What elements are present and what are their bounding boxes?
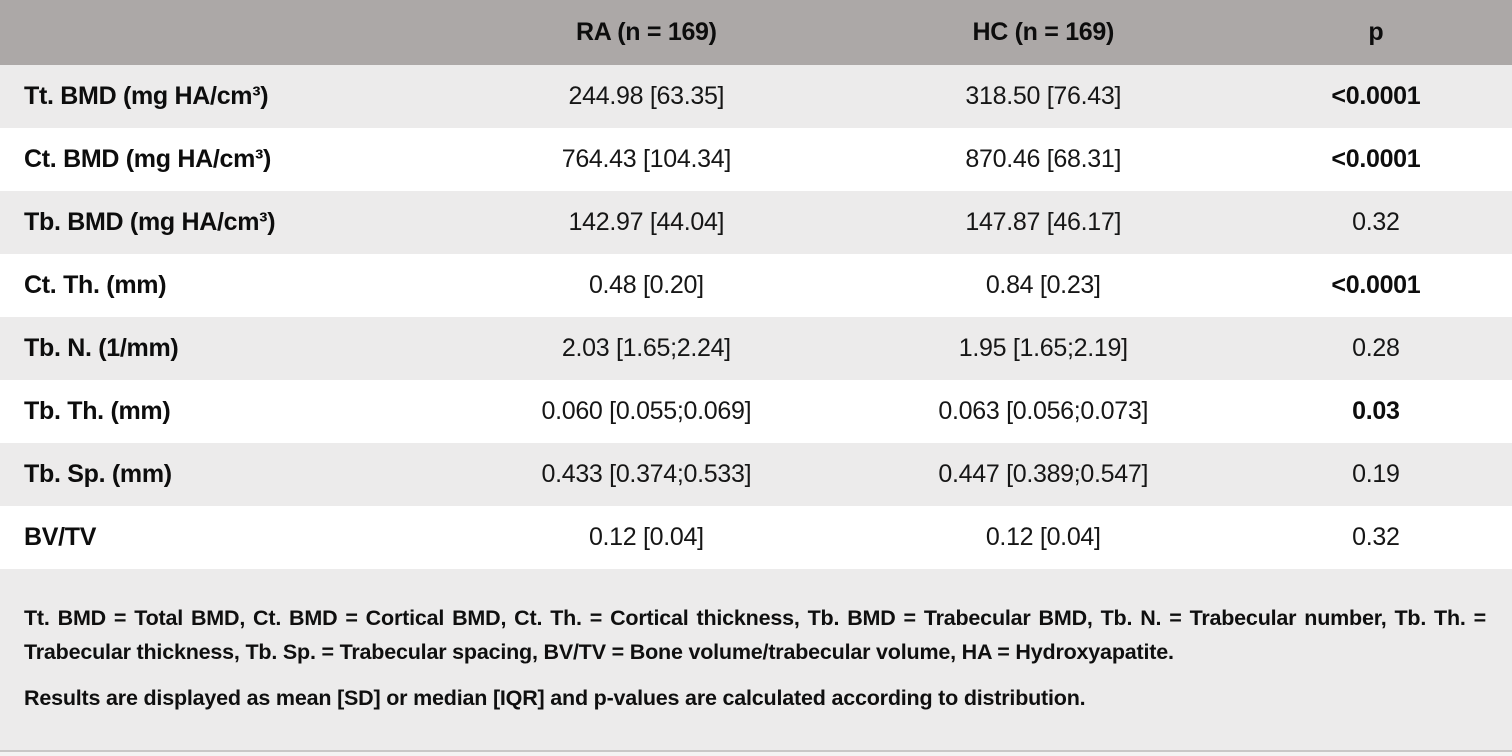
table-row: BV/TV 0.12 [0.04] 0.12 [0.04] 0.32 xyxy=(0,506,1512,569)
hc-value: 0.447 [0.389;0.547] xyxy=(938,460,1149,488)
table-footnotes: Tt. BMD = Total BMD, Ct. BMD = Cortical … xyxy=(0,569,1512,752)
bottom-edge-strip xyxy=(0,752,1512,756)
table-row: Tb. N. (1/mm) 2.03 [1.65;2.24] 1.95 [1.65;… xyxy=(0,317,1512,380)
table-row: Tb. Th. (mm) 0.060 [0.055;0.069] 0.063 [0.… xyxy=(0,380,1512,443)
table-row: Tb. Sp. (mm) 0.433 [0.374;0.533] 0.447 [0.… xyxy=(0,443,1512,506)
header-row: RA (n = 169) HC (n = 169) p xyxy=(0,0,1512,65)
parameter-label: Tb. Sp. (mm) xyxy=(24,460,172,488)
ra-value: 0.48 [0.20] xyxy=(588,271,704,299)
parameter-label: Ct. BMD (mg HA/cm³) xyxy=(24,145,272,173)
ra-value: 0.433 [0.374;0.533] xyxy=(541,460,752,488)
ra-value: 2.03 [1.65;2.24] xyxy=(561,334,731,362)
bone-parameters-table: RA (n = 169) HC (n = 169) p Tt. BMD (mg … xyxy=(0,0,1512,569)
parameter-label: BV/TV xyxy=(24,523,97,551)
table-row: Tb. BMD (mg HA/cm³) 142.97 [44.04] 147.87 … xyxy=(0,191,1512,254)
p-value: <0.0001 xyxy=(1331,271,1421,299)
ra-value: 0.12 [0.04] xyxy=(588,523,704,551)
ra-value: 764.43 [104.34] xyxy=(561,145,732,173)
abbreviations-footnote: Tt. BMD = Total BMD, Ct. BMD = Cortical … xyxy=(24,606,1486,664)
header-ra-group: RA (n = 169) xyxy=(576,18,717,46)
p-value: 0.03 xyxy=(1352,397,1400,425)
table-body: Tt. BMD (mg HA/cm³) 244.98 [63.35] 318.50 … xyxy=(0,65,1512,569)
p-value: <0.0001 xyxy=(1331,82,1421,110)
ra-value: 244.98 [63.35] xyxy=(568,82,725,110)
table-row: Tt. BMD (mg HA/cm³) 244.98 [63.35] 318.50 … xyxy=(0,65,1512,128)
header-p-value: p xyxy=(1368,18,1384,46)
hc-value: 318.50 [76.43] xyxy=(965,82,1122,110)
table-row: Ct. BMD (mg HA/cm³) 764.43 [104.34] 870.46… xyxy=(0,128,1512,191)
results-note-footnote: Results are displayed as mean [SD] or me… xyxy=(24,686,1086,710)
hc-value: 0.063 [0.056;0.073] xyxy=(938,397,1149,425)
parameter-label: Tb. Th. (mm) xyxy=(24,397,171,425)
table-row: Ct. Th. (mm) 0.48 [0.20] 0.84 [0.23] <0.000… xyxy=(0,254,1512,317)
ra-value: 0.060 [0.055;0.069] xyxy=(541,397,752,425)
hc-value: 1.95 [1.65;2.19] xyxy=(958,334,1128,362)
p-value: 0.19 xyxy=(1352,460,1400,488)
header-parameter xyxy=(0,0,446,65)
parameter-label: Tb. BMD (mg HA/cm³) xyxy=(24,208,276,236)
parameter-label: Ct. Th. (mm) xyxy=(24,271,167,299)
p-value: 0.32 xyxy=(1352,208,1400,236)
p-value: 0.32 xyxy=(1352,523,1400,551)
parameter-label: Tb. N. (1/mm) xyxy=(24,334,179,362)
hc-value: 147.87 [46.17] xyxy=(965,208,1122,236)
table-header: RA (n = 169) HC (n = 169) p xyxy=(0,0,1512,65)
hc-value: 870.46 [68.31] xyxy=(965,145,1122,173)
p-value: 0.28 xyxy=(1352,334,1400,362)
p-value: <0.0001 xyxy=(1331,145,1421,173)
hc-value: 0.12 [0.04] xyxy=(985,523,1101,551)
ra-value: 142.97 [44.04] xyxy=(568,208,725,236)
header-hc-group: HC (n = 169) xyxy=(972,18,1115,46)
parameter-label: Tt. BMD (mg HA/cm³) xyxy=(24,82,269,110)
hc-value: 0.84 [0.23] xyxy=(985,271,1101,299)
